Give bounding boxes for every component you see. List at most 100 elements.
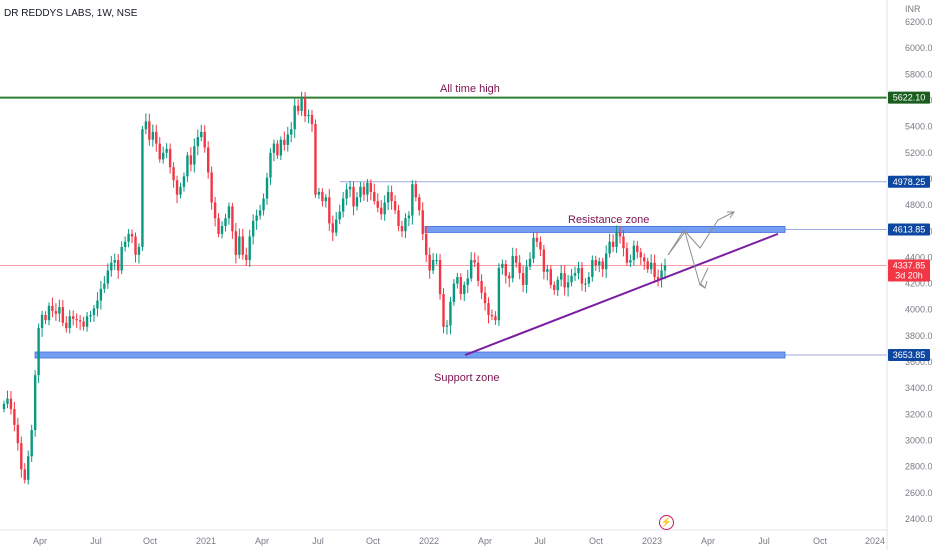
- candle: [158, 137, 161, 163]
- candle: [566, 274, 570, 297]
- ascending-trendline: [464, 232, 779, 356]
- candle: [386, 185, 390, 211]
- candle: [175, 175, 179, 204]
- candle: [556, 276, 559, 297]
- support-zone-label: Support zone: [434, 372, 499, 384]
- candle: [404, 213, 407, 239]
- candle: [438, 253, 442, 300]
- candle: [528, 252, 532, 270]
- currency-label: INR: [905, 4, 921, 14]
- candle: [373, 183, 376, 205]
- candle: [639, 247, 642, 265]
- candle: [587, 272, 591, 288]
- candle: [307, 109, 310, 124]
- candle: [265, 172, 269, 205]
- candle: [504, 260, 508, 284]
- price-tag-value: 4978.25: [893, 177, 926, 187]
- candle: [148, 113, 151, 146]
- time-axis: Apr Jul Oct 2021 Apr Jul Oct 2022 Apr Jul Oct 2023 A…: [33, 536, 885, 546]
- candle: [366, 178, 369, 202]
- candle: [168, 143, 172, 174]
- candle: [584, 278, 587, 292]
- candle: [92, 304, 96, 322]
- y-tick-label: 6200.00: [905, 17, 932, 27]
- candle: [179, 182, 182, 199]
- candle: [383, 195, 386, 221]
- candle: [200, 124, 203, 142]
- candle: [182, 172, 186, 192]
- y-tick-label: 5800.00: [905, 69, 932, 79]
- candle: [604, 245, 608, 278]
- candle: [542, 244, 546, 280]
- price-tag: 4978.25: [888, 175, 930, 188]
- candle: [646, 257, 649, 273]
- candle: [546, 264, 549, 281]
- grid: [0, 181, 887, 356]
- candle: [224, 213, 227, 232]
- candle: [428, 247, 431, 279]
- candle: [231, 202, 234, 239]
- candle: [258, 204, 262, 220]
- candle: [618, 225, 622, 244]
- bullish-projection-path: [667, 211, 735, 256]
- candle: [193, 138, 196, 173]
- drawings: [464, 211, 779, 356]
- candle: [418, 193, 421, 216]
- x-tick-label: Apr: [33, 536, 47, 546]
- candle: [663, 258, 667, 280]
- lightning-icon[interactable]: ⚡: [659, 515, 674, 530]
- candle: [238, 228, 241, 259]
- candle: [442, 288, 445, 334]
- candle: [213, 196, 217, 227]
- candle: [206, 141, 210, 179]
- candle: [279, 136, 283, 160]
- candle: [490, 309, 494, 320]
- x-tick-label: Oct: [589, 536, 604, 546]
- all-time-high-label: All time high: [440, 83, 500, 95]
- x-tick-label: Jul: [758, 536, 770, 546]
- candle: [151, 124, 155, 147]
- candle: [293, 98, 296, 139]
- bearish-projection-path: [667, 230, 709, 287]
- candle: [186, 152, 189, 183]
- x-tick-label: Oct: [813, 536, 828, 546]
- candle: [37, 323, 40, 383]
- support-zone: [34, 351, 786, 359]
- candle: [82, 316, 85, 331]
- candle: [632, 240, 636, 266]
- candle: [521, 265, 525, 293]
- y-tick-label: 4400.00: [905, 252, 932, 262]
- y-tick-label: 2800.00: [905, 462, 932, 472]
- candle: [348, 180, 352, 198]
- candle: [473, 252, 476, 267]
- x-tick-label: Jul: [312, 536, 324, 546]
- candle: [314, 119, 317, 198]
- price-tag: 4613.85: [888, 223, 930, 236]
- candle: [483, 286, 487, 311]
- candle: [65, 316, 68, 333]
- candle: [161, 146, 165, 164]
- y-tick-label: 3800.00: [905, 331, 932, 341]
- candle: [117, 254, 120, 279]
- candle: [296, 99, 300, 115]
- candle: [127, 229, 130, 248]
- candle: [335, 212, 338, 237]
- candle: [290, 121, 293, 143]
- candle: [570, 268, 573, 287]
- candle: [155, 124, 158, 152]
- candle: [241, 228, 244, 260]
- candle: [78, 315, 82, 331]
- candle: [456, 272, 459, 289]
- candle: [58, 299, 61, 322]
- candle: [27, 450, 30, 485]
- candle: [113, 253, 116, 270]
- y-tick-label: 4800.00: [905, 200, 932, 210]
- x-tick-label: 2021: [196, 536, 216, 546]
- candle: [539, 236, 542, 257]
- candle: [110, 255, 113, 277]
- candle: [2, 400, 6, 413]
- candle: [407, 211, 411, 227]
